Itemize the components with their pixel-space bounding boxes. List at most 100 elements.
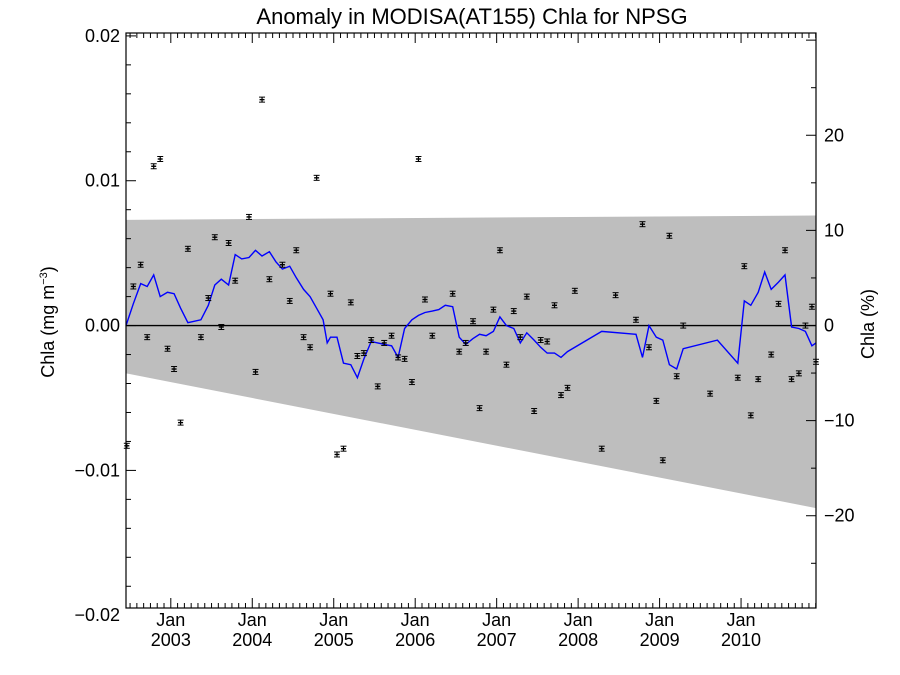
data-point bbox=[144, 334, 151, 341]
y-axis-left-label: Chla (mg m−3) bbox=[38, 266, 58, 378]
data-point bbox=[483, 348, 490, 355]
data-point bbox=[449, 290, 456, 297]
data-point bbox=[218, 324, 225, 331]
y-axis-left-label-text: Chla (mg m bbox=[38, 285, 58, 378]
data-point bbox=[123, 442, 130, 449]
data-point bbox=[476, 405, 483, 412]
data-point bbox=[612, 292, 619, 299]
data-point bbox=[157, 156, 164, 163]
data-point bbox=[252, 368, 259, 375]
data-point bbox=[360, 350, 367, 357]
data-point bbox=[408, 379, 415, 386]
data-point bbox=[775, 300, 782, 307]
data-point bbox=[462, 339, 469, 346]
data-point bbox=[415, 156, 422, 163]
data-point bbox=[279, 261, 286, 268]
x-tick-month-label: Jan bbox=[319, 610, 348, 630]
data-point bbox=[598, 445, 605, 452]
y-axis-left-label-superscript: −3 bbox=[38, 272, 50, 285]
x-tick-month-label: Jan bbox=[564, 610, 593, 630]
data-point bbox=[747, 412, 754, 419]
data-point bbox=[340, 445, 347, 452]
y-left-tick-label: 0.02 bbox=[85, 26, 120, 46]
data-point bbox=[564, 384, 571, 391]
x-tick-month-label: Jan bbox=[727, 610, 756, 630]
data-point bbox=[388, 332, 395, 339]
y-left-tick-label: −0.01 bbox=[74, 460, 120, 480]
x-tick-month-label: Jan bbox=[401, 610, 430, 630]
data-point bbox=[395, 354, 402, 361]
data-point bbox=[205, 295, 212, 302]
data-point bbox=[571, 287, 578, 294]
data-point bbox=[470, 318, 477, 325]
x-tick-year-label: 2009 bbox=[640, 630, 680, 650]
data-point bbox=[150, 163, 157, 170]
data-point bbox=[659, 457, 666, 464]
data-point bbox=[795, 370, 802, 377]
data-point bbox=[707, 390, 714, 397]
x-tick-month-label: Jan bbox=[482, 610, 511, 630]
data-point bbox=[490, 306, 497, 313]
data-point bbox=[510, 308, 517, 315]
data-point bbox=[266, 276, 273, 283]
data-point bbox=[232, 277, 239, 284]
data-point bbox=[381, 339, 388, 346]
data-point bbox=[177, 419, 184, 426]
data-point bbox=[164, 345, 171, 352]
x-tick-year-label: 2005 bbox=[314, 630, 354, 650]
x-tick-month-label: Jan bbox=[238, 610, 267, 630]
data-point bbox=[300, 334, 307, 341]
data-point bbox=[537, 337, 544, 344]
data-point bbox=[782, 247, 789, 254]
data-point bbox=[327, 290, 334, 297]
trend-line bbox=[125, 249, 817, 380]
x-tick-year-label: 2006 bbox=[395, 630, 435, 650]
data-point bbox=[551, 302, 558, 309]
data-point bbox=[286, 297, 293, 304]
data-point bbox=[632, 316, 639, 323]
x-tick-month-label: Jan bbox=[156, 610, 185, 630]
chart-title: Anomaly in MODISA(AT155) Chla for NPSG bbox=[256, 4, 687, 29]
data-point bbox=[293, 247, 300, 254]
data-point bbox=[741, 263, 748, 270]
data-point bbox=[517, 334, 524, 341]
x-tick-year-label: 2007 bbox=[477, 630, 517, 650]
data-point bbox=[558, 392, 565, 399]
data-point bbox=[313, 174, 320, 181]
data-point bbox=[368, 337, 375, 344]
y-right-tick-label: 0 bbox=[824, 315, 834, 335]
plot-frame-layer bbox=[125, 32, 817, 609]
y-left-tick-label: 0.00 bbox=[85, 316, 120, 336]
data-point bbox=[755, 376, 762, 383]
data-point bbox=[808, 303, 815, 310]
data-point bbox=[734, 374, 741, 381]
x-tick-year-label: 2004 bbox=[232, 630, 272, 650]
x-tick-month-label: Jan bbox=[645, 610, 674, 630]
y-axis-left-label-close: ) bbox=[38, 266, 58, 272]
data-points-layer bbox=[123, 96, 819, 464]
y-left-tick-label: −0.02 bbox=[74, 605, 120, 625]
data-point bbox=[130, 283, 137, 290]
data-point bbox=[137, 261, 144, 268]
y-left-tick-label: 0.01 bbox=[85, 171, 120, 191]
axis-ticks-layer: 0.020.010.00−0.01−0.0220100−10−20Jan2003… bbox=[74, 26, 854, 650]
y-right-tick-label: 20 bbox=[824, 125, 844, 145]
data-point bbox=[456, 348, 463, 355]
data-point bbox=[184, 245, 191, 252]
data-point bbox=[171, 366, 178, 373]
data-point bbox=[503, 361, 510, 368]
data-point bbox=[544, 338, 551, 345]
data-point bbox=[496, 247, 503, 254]
data-point bbox=[680, 322, 687, 329]
uncertainty-band bbox=[126, 215, 816, 509]
plot-frame bbox=[125, 32, 817, 609]
y-axis-right-label: Chla (%) bbox=[858, 289, 878, 359]
y-right-tick-label: −20 bbox=[824, 506, 855, 526]
data-point bbox=[374, 383, 381, 390]
data-point bbox=[225, 240, 232, 247]
data-point bbox=[259, 96, 266, 103]
data-point bbox=[673, 373, 680, 380]
uncertainty-band-layer bbox=[126, 215, 816, 509]
data-point bbox=[768, 351, 775, 358]
